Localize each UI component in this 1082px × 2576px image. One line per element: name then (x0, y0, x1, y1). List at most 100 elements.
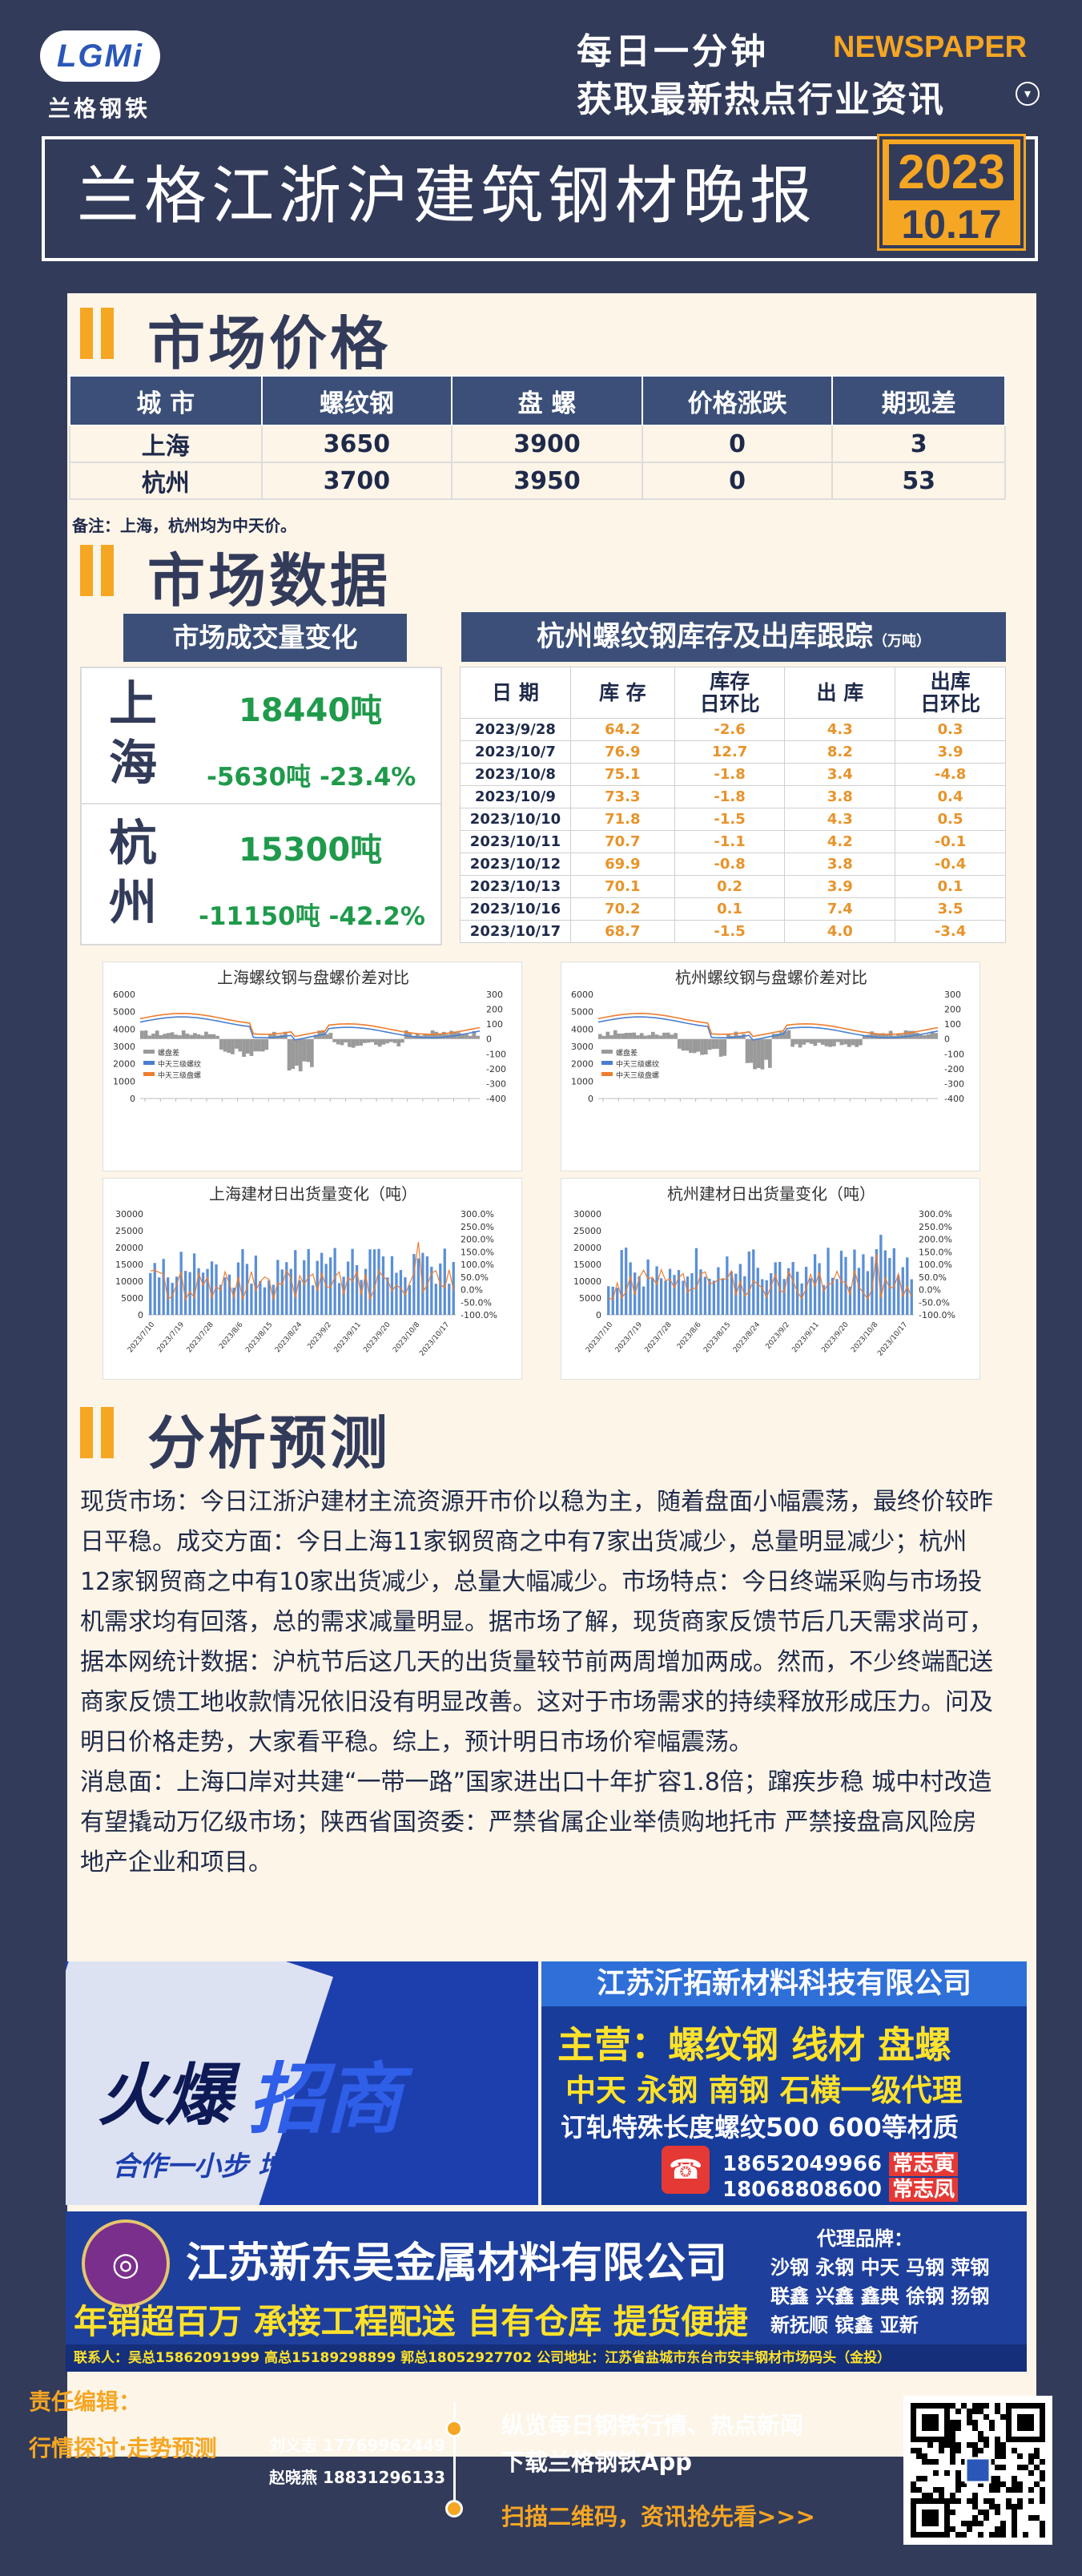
qr-module (1040, 2470, 1045, 2476)
y2-tick-label: 200 (944, 1005, 961, 1015)
y2-tick-label: -300 (944, 1078, 964, 1089)
table-cell: 0.2 (674, 875, 786, 898)
y2-tick-label: -50.0% (919, 1297, 950, 1308)
table-cell: 70.2 (569, 897, 675, 921)
hangzhou-volume: 15300吨 (239, 832, 383, 869)
spread-bar (298, 1038, 303, 1072)
ad-banner-recruit[interactable]: 火爆 招商 合作一小步 增销一大步 (66, 1961, 538, 2205)
spread-bar (779, 1032, 783, 1039)
qr-module (1006, 2487, 1012, 2493)
shipment-bar (404, 1277, 407, 1315)
spread-bar (934, 1033, 938, 1039)
table-cell: 12.7 (674, 740, 786, 764)
column-header: 出库 日环比 (895, 667, 1006, 719)
table-cell: 0 (641, 462, 834, 500)
table-cell: -1.8 (674, 785, 786, 808)
ad3-brands-3: 新抚顺 镔鑫 亚新 (770, 2314, 919, 2336)
qr-module (1028, 2453, 1034, 2459)
spread-bar (355, 1038, 360, 1046)
shipment-bar (316, 1260, 319, 1315)
y-tick-label: 0 (596, 1310, 601, 1320)
legend-label: 中天三级螺纹 (616, 1059, 659, 1069)
footer-divider (453, 2402, 456, 2514)
shipment-bar (839, 1250, 843, 1315)
table-cell: 0.5 (895, 808, 1006, 831)
ad3-company: 江苏新东吴金属材料有限公司 (186, 2239, 728, 2288)
qr-module (1000, 2453, 1006, 2459)
shipment-bar (167, 1277, 170, 1315)
table-cell: 2023/10/13 (460, 875, 571, 898)
spread-bar (745, 1038, 750, 1063)
qr-module (995, 2448, 1000, 2453)
shipment-bar (747, 1252, 750, 1315)
qr-module (1017, 2453, 1023, 2459)
spread-bar (189, 1034, 193, 1039)
qr-module (972, 2493, 978, 2498)
spread-bar (223, 1038, 227, 1052)
shipment-bar (738, 1264, 742, 1315)
table-cell: 4.3 (784, 808, 896, 831)
shipment-bar (813, 1254, 817, 1315)
y-tick-label: 3000 (113, 1042, 135, 1052)
qr-module (1028, 2470, 1034, 2476)
change-line (150, 1241, 454, 1301)
shipment-bar (188, 1272, 191, 1315)
shipment-bar (267, 1280, 271, 1315)
shipment-bar (664, 1280, 667, 1315)
table-cell: 0 (641, 425, 834, 463)
slogan-line-1: 每日一分钟 (577, 31, 769, 72)
shipment-bar (756, 1268, 759, 1315)
spread-bar (370, 1038, 375, 1042)
spread-bar (151, 1034, 155, 1039)
y-tick-label: 15000 (115, 1260, 143, 1270)
spread-bar (449, 1030, 454, 1039)
ad-banner-yituo[interactable]: 江苏沂拓新材料科技有限公司 主营：螺纹钢 线材 盘螺 中天 永钢 南钢 石横一级… (541, 1961, 1027, 2205)
qr-module (1000, 2448, 1006, 2453)
table-cell: 64.2 (569, 718, 675, 741)
qr-module (1040, 2459, 1045, 2465)
shipment-bar (175, 1276, 179, 1315)
table-cell: 75.1 (569, 763, 675, 786)
spread-bar (166, 1033, 171, 1039)
table-cell: 3 (831, 425, 1006, 463)
qr-module (961, 2532, 967, 2538)
qr-module (1028, 2498, 1034, 2504)
y2-tick-label: 50.0% (919, 1272, 947, 1283)
y-tick-label: 25000 (115, 1226, 143, 1236)
shipment-bar (862, 1254, 865, 1315)
spread-bar (703, 1038, 708, 1055)
y2-tick-label: 0.0% (919, 1285, 941, 1296)
newspaper-label: NEWSPAPER (833, 30, 1028, 64)
ad-banner-xindongwu[interactable]: ◎ 江苏新东吴金属材料有限公司 年销超百万 承接工程配送 自有仓库 提货便捷 代… (66, 2211, 1027, 2372)
footer-promo-3[interactable]: 扫描二维码，资讯抢先看>>> (501, 2503, 815, 2530)
table-cell: 3900 (451, 425, 643, 463)
qr-module (1017, 2465, 1023, 2470)
table-cell: 3.9 (784, 875, 896, 898)
table-cell: 2023/10/12 (460, 853, 571, 876)
shipment-bar (364, 1268, 368, 1315)
spread-bar (689, 1038, 693, 1054)
qr-module (950, 2431, 955, 2437)
spread-bar (423, 1033, 428, 1039)
spread-bar (388, 1038, 393, 1042)
qr-module (978, 2532, 983, 2538)
legend-label: 中天三级盘螺 (616, 1070, 659, 1080)
qr-module (939, 2493, 944, 2498)
y2-tick-label: 250.0% (461, 1222, 494, 1232)
spread-bar (260, 1038, 265, 1052)
table-cell: 2023/10/7 (460, 740, 571, 764)
shipment-bar (399, 1270, 403, 1315)
table-cell: -4.8 (895, 763, 1006, 786)
qr-module (983, 2403, 989, 2409)
spread-bar (696, 1038, 701, 1052)
table-cell: 7.4 (784, 897, 896, 921)
shipment-bar (215, 1264, 218, 1315)
qr-module (1012, 2476, 1017, 2481)
qr-module (983, 2498, 989, 2504)
y-tick-label: 10000 (573, 1276, 601, 1287)
spread-bar (881, 1033, 886, 1039)
footer-promo-2: 下载兰格钢铁App (501, 2449, 692, 2476)
shipment-bar (232, 1288, 235, 1315)
qr-code[interactable] (903, 2396, 1052, 2545)
shipment-bar (333, 1248, 336, 1315)
